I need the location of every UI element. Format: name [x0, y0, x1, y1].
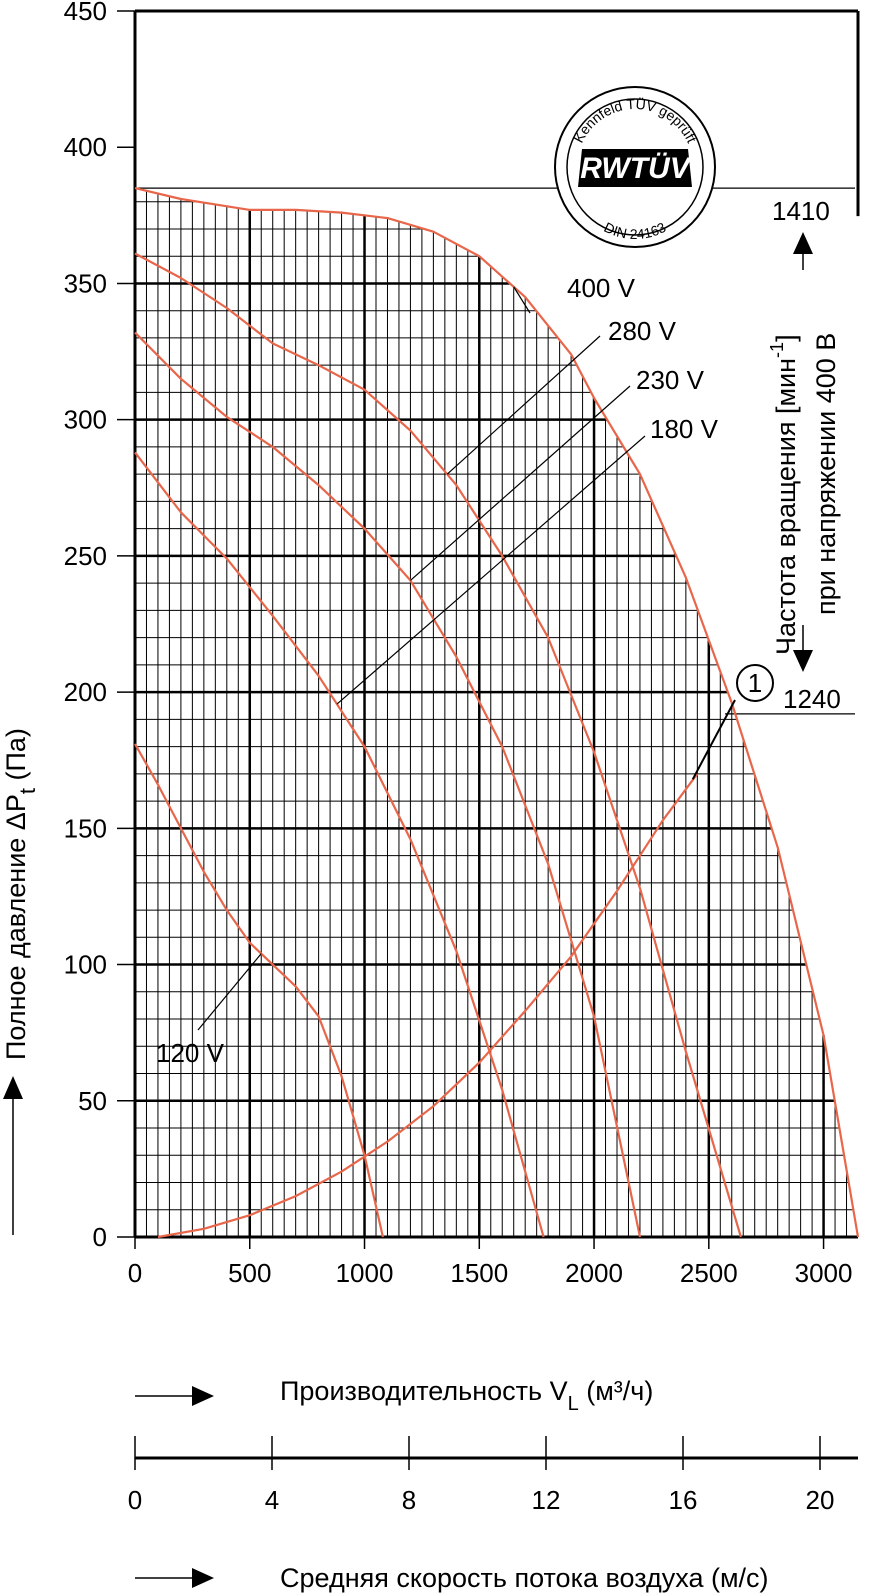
- logo-bottom-text: DIN 24163: [602, 219, 669, 242]
- system-curve-label: 1: [748, 668, 762, 698]
- y-tick-label: 350: [64, 268, 107, 298]
- series-label: 400 V: [567, 273, 636, 303]
- series-leader-line: [197, 953, 262, 1031]
- velocity-tick-label: 12: [532, 1485, 561, 1515]
- series-280v: [134, 252, 742, 1238]
- speed-axis-title-line1: Частота вращения [мин-1]: [767, 334, 801, 655]
- y-axis-title: Полное давление ΔPt (Па): [1, 728, 40, 1060]
- velocity-tick-label: 8: [402, 1485, 416, 1515]
- y-tick-label: 450: [64, 0, 107, 26]
- x-tick-label: 1000: [336, 1258, 394, 1288]
- series-leader-line: [446, 335, 601, 475]
- series-label: 280 V: [608, 316, 677, 346]
- y-axis-title-group: Полное давление ΔPt (Па): [1, 728, 40, 1060]
- velocity-tick-label: 20: [806, 1485, 835, 1515]
- y-tick-label: 250: [64, 541, 107, 571]
- y-tick-label: 400: [64, 132, 107, 162]
- speed-1240-label: 1240: [783, 684, 841, 714]
- x-tick-label: 2500: [680, 1258, 738, 1288]
- x-tick-label: 500: [228, 1258, 271, 1288]
- y-tick-label: 0: [93, 1222, 107, 1252]
- rwtuv-logo: RWTÜV Kennfeld TÜV geprüft DIN 24163: [554, 86, 716, 248]
- velocity-tick-label: 4: [265, 1485, 279, 1515]
- series-120v: [134, 743, 384, 1238]
- series-label: 180 V: [650, 414, 719, 444]
- x-tick-label: 3000: [795, 1258, 853, 1288]
- curves: [134, 187, 860, 1239]
- series-leader-line: [513, 286, 531, 314]
- series-leader-line: [336, 435, 646, 705]
- y-tick-label: 50: [78, 1086, 107, 1116]
- velocity-axis-title: Средняя скорость потока воздуха (м/с): [280, 1563, 769, 1593]
- plot-frame: [117, 9, 860, 1249]
- speed-axis-title-group: Частота вращения [мин-1] при напряжении …: [767, 333, 841, 655]
- y-axis-arrow: [3, 1076, 23, 1235]
- y-tick-label: 150: [64, 813, 107, 843]
- series-label: 230 V: [636, 365, 705, 395]
- velocity-axis: 0 4 8 12 16 20 Средняя скорость потока воздух…: [128, 1436, 858, 1593]
- x-tick-label: 2000: [565, 1258, 623, 1288]
- speed-1410-label: 1410: [772, 196, 830, 226]
- system-curve-leader: [691, 699, 736, 780]
- system-curve-marker: [736, 664, 774, 702]
- x-axis-title: Производительность VL (м³/ч): [280, 1376, 653, 1415]
- series-180v: [134, 451, 545, 1238]
- speed-arrows: [793, 232, 813, 672]
- y-tick-label: 200: [64, 677, 107, 707]
- series-230v: [134, 331, 642, 1238]
- velocity-tick-label: 16: [669, 1485, 698, 1515]
- series-label: 120 V: [156, 1038, 225, 1068]
- grid: [135, 190, 853, 1237]
- x-tick-label: 1500: [450, 1258, 508, 1288]
- velocity-tick-label: 0: [128, 1485, 142, 1515]
- labels: 0 50 100 150 200 250 300 350 400 450 0 500 1000 1500 2…: [64, 0, 853, 1288]
- y-tick-label: 100: [64, 950, 107, 980]
- x-tick-label: 0: [128, 1258, 142, 1288]
- series-400v: [134, 187, 860, 1238]
- logo-center-text: RWTÜV: [580, 152, 692, 185]
- x-axis-arrow: [135, 1386, 214, 1406]
- system-curve: [157, 773, 699, 1239]
- series-leader-line: [410, 385, 631, 581]
- speed-axis-title-line2: при напряжении 400 В: [811, 333, 841, 615]
- y-tick-label: 300: [64, 405, 107, 435]
